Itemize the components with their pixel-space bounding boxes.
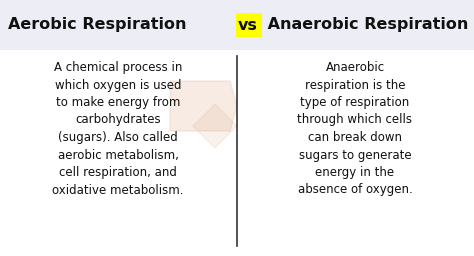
Text: A chemical process in
which oxygen is used
to make energy from
carbohydrates
(su: A chemical process in which oxygen is us… bbox=[52, 61, 184, 197]
Text: Aerobic Respiration: Aerobic Respiration bbox=[8, 17, 186, 33]
FancyBboxPatch shape bbox=[236, 13, 262, 37]
Polygon shape bbox=[170, 81, 237, 131]
Text: Anaerobic
respiration is the
type of respiration
through which cells
can break d: Anaerobic respiration is the type of res… bbox=[298, 61, 412, 197]
Text: Anaerobic Respiration: Anaerobic Respiration bbox=[262, 17, 468, 33]
FancyBboxPatch shape bbox=[0, 0, 474, 50]
Polygon shape bbox=[193, 104, 237, 148]
Text: vs: vs bbox=[238, 17, 258, 33]
